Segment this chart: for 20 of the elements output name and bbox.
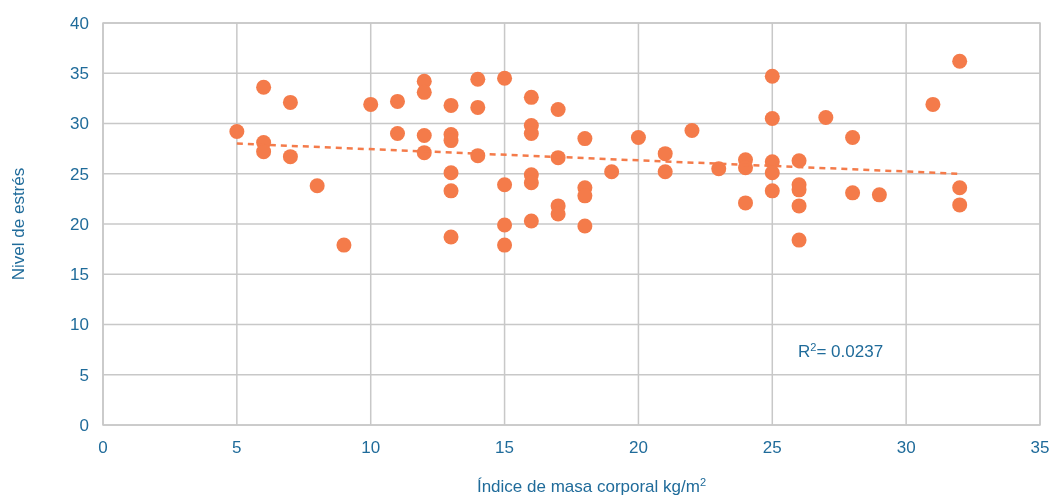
y-tick-label: 35 — [70, 64, 89, 84]
x-tick-label: 30 — [896, 438, 916, 457]
y-tick-label: 20 — [70, 214, 89, 234]
y-axis-title: Nivel de estrés — [9, 167, 28, 281]
x-tick-label: 25 — [762, 438, 782, 457]
x-tick-label: 5 — [232, 438, 242, 457]
annotation: R$^{2}$= 0.0237 — [798, 341, 884, 361]
x-tick-label: 0 — [98, 438, 108, 457]
x-tick-label: 10 — [361, 438, 381, 457]
x-tick-label: 35 — [1030, 438, 1050, 457]
x-tick-label: 15 — [495, 438, 515, 457]
y-tick-label: 15 — [70, 265, 89, 285]
y-tick-label: 40 — [70, 13, 89, 33]
y-tick-label: 30 — [70, 114, 89, 134]
y-tick-label: 5 — [79, 365, 89, 385]
x-axis-title: Índice de masa corporal kg/m$^{2}$ — [476, 476, 707, 496]
y-tick-label: 0 — [79, 415, 89, 435]
y-tick-label: 25 — [70, 164, 89, 184]
x-tick-label: 20 — [628, 438, 648, 457]
y-tick-label: 10 — [70, 315, 89, 335]
